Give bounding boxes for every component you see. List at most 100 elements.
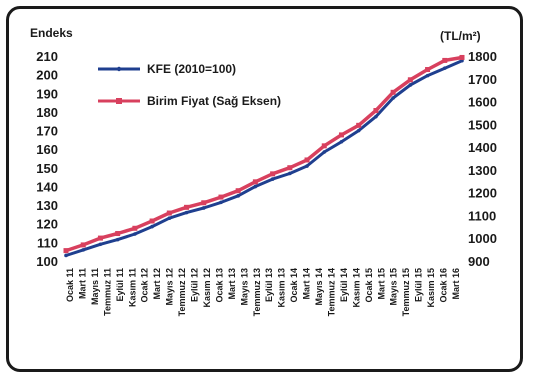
data-point-kfe bbox=[288, 171, 292, 176]
data-point-kfe bbox=[236, 194, 240, 198]
right-tick-label: 1000 bbox=[468, 231, 497, 246]
x-tick-label: Kasım 15 bbox=[426, 268, 436, 308]
right-axis-title: (TL/m²) bbox=[440, 29, 481, 43]
left-tick-label: 180 bbox=[36, 105, 58, 120]
x-tick-label: Eylül 14 bbox=[339, 268, 349, 302]
x-tick-label: Mayıs 14 bbox=[314, 268, 324, 306]
data-point-birim-fiyat bbox=[97, 235, 103, 241]
legend-label-kfe: KFE (2010=100) bbox=[147, 62, 236, 76]
right-tick-label: 1700 bbox=[468, 72, 497, 87]
data-point-birim-fiyat bbox=[149, 218, 155, 224]
left-tick-label: 120 bbox=[36, 217, 58, 232]
left-tick-label: 200 bbox=[36, 68, 58, 83]
data-point-kfe bbox=[305, 164, 309, 168]
left-axis-ticks: 100 110 120 130 140 150 160 170 180 190 200 210 bbox=[36, 49, 58, 269]
x-tick-label: Mayıs 13 bbox=[239, 268, 249, 306]
data-point-birim-fiyat bbox=[373, 108, 379, 114]
data-point-kfe bbox=[270, 177, 275, 181]
chart-frame bbox=[6, 6, 523, 372]
x-tick-label: Mart 11 bbox=[78, 268, 88, 299]
x-tick-label: Kasım 12 bbox=[202, 268, 212, 308]
x-tick-label: Mart 13 bbox=[227, 268, 237, 300]
data-point-kfe bbox=[425, 73, 430, 78]
x-tick-label: Temmuz 14 bbox=[327, 268, 337, 316]
left-tick-label: 160 bbox=[36, 142, 58, 157]
left-tick-label: 130 bbox=[36, 198, 58, 213]
x-tick-label: Eylül 12 bbox=[190, 268, 200, 302]
data-point-birim-fiyat bbox=[338, 132, 344, 138]
data-point-kfe bbox=[322, 150, 327, 154]
data-point-birim-fiyat bbox=[287, 165, 293, 171]
x-tick-label: Temmuz 11 bbox=[102, 268, 112, 316]
data-point-birim-fiyat bbox=[252, 179, 258, 185]
right-axis-ticks: 900 1000 1100 1200 1300 1400 1500 1600 1700 1800 bbox=[468, 49, 497, 269]
right-tick-label: 1400 bbox=[468, 140, 497, 155]
x-tick-label: Kasım 11 bbox=[127, 268, 137, 307]
left-tick-label: 140 bbox=[36, 179, 58, 194]
data-point-birim-fiyat bbox=[304, 157, 310, 163]
x-tick-label: Ocak 15 bbox=[364, 268, 374, 303]
data-point-kfe bbox=[98, 242, 103, 247]
data-point-birim-fiyat bbox=[442, 57, 448, 63]
x-tick-label: Mart 15 bbox=[376, 268, 386, 300]
series-line-kfe bbox=[65, 59, 463, 257]
left-tick-label: 150 bbox=[36, 161, 58, 176]
x-tick-label: Temmuz 12 bbox=[177, 268, 187, 316]
x-tick-label: Kasım 14 bbox=[351, 268, 361, 308]
data-point-birim-fiyat bbox=[63, 248, 69, 254]
data-point-birim-fiyat bbox=[321, 143, 327, 149]
x-tick-label: Temmuz 13 bbox=[252, 268, 262, 316]
data-point-kfe bbox=[339, 139, 344, 144]
data-point-kfe bbox=[374, 114, 378, 119]
left-tick-label: 170 bbox=[36, 124, 58, 139]
right-tick-label: 1600 bbox=[468, 95, 497, 110]
x-tick-label: Eylül 13 bbox=[264, 268, 274, 302]
x-tick-label: Ocak 14 bbox=[289, 268, 299, 303]
data-point-birim-fiyat bbox=[115, 231, 121, 237]
data-point-kfe bbox=[219, 200, 223, 205]
x-tick-label: Temmuz 15 bbox=[401, 268, 411, 316]
data-point-kfe bbox=[167, 216, 172, 221]
x-tick-label: Mayıs 12 bbox=[165, 268, 175, 306]
data-point-birim-fiyat bbox=[132, 225, 138, 231]
data-point-kfe bbox=[442, 66, 447, 70]
right-tick-label: 1500 bbox=[468, 117, 497, 132]
data-point-kfe bbox=[81, 248, 86, 252]
x-tick-label: Kasım 13 bbox=[277, 268, 287, 308]
data-point-kfe bbox=[184, 210, 189, 215]
data-point-kfe bbox=[253, 184, 258, 189]
left-axis-title: Endeks bbox=[30, 26, 73, 40]
legend-label-birim-fiyat: Birim Fiyat (Sağ Eksen) bbox=[147, 94, 281, 108]
right-tick-label: 1300 bbox=[468, 163, 497, 178]
data-point-birim-fiyat bbox=[218, 194, 224, 200]
right-tick-label: 1100 bbox=[468, 208, 496, 223]
data-point-kfe bbox=[64, 253, 68, 258]
data-point-birim-fiyat bbox=[201, 200, 207, 206]
data-point-birim-fiyat bbox=[166, 210, 172, 216]
x-tick-label: Mayıs 11 bbox=[90, 268, 100, 305]
right-tick-label: 900 bbox=[468, 254, 490, 269]
series-group bbox=[63, 54, 465, 258]
data-point-birim-fiyat bbox=[184, 204, 190, 210]
x-axis-ticks: Ocak 11 Mart 11 Mayıs 11 Temmuz 11 Eylül 11 K… bbox=[65, 268, 461, 316]
x-tick-label: Mart 16 bbox=[451, 268, 461, 300]
data-point-birim-fiyat bbox=[459, 54, 465, 60]
right-tick-label: 1200 bbox=[468, 186, 497, 201]
data-point-kfe bbox=[133, 232, 137, 236]
left-tick-label: 210 bbox=[36, 49, 58, 64]
right-tick-label: 1800 bbox=[468, 49, 497, 64]
legend: KFE (2010=100) Birim Fiyat (Sağ Eksen) bbox=[98, 62, 281, 108]
data-point-birim-fiyat bbox=[390, 89, 396, 95]
data-point-kfe bbox=[115, 237, 120, 242]
data-point-kfe bbox=[150, 224, 154, 229]
x-tick-label: Ocak 11 bbox=[65, 268, 75, 302]
x-tick-label: Ocak 12 bbox=[140, 268, 150, 303]
data-point-birim-fiyat bbox=[425, 67, 431, 73]
x-tick-label: Mayıs 15 bbox=[389, 268, 399, 306]
legend-marker-kfe bbox=[116, 66, 122, 72]
data-point-birim-fiyat bbox=[235, 188, 241, 194]
x-tick-label: Ocak 13 bbox=[214, 268, 224, 303]
left-tick-label: 110 bbox=[37, 235, 58, 250]
data-point-birim-fiyat bbox=[356, 122, 362, 128]
